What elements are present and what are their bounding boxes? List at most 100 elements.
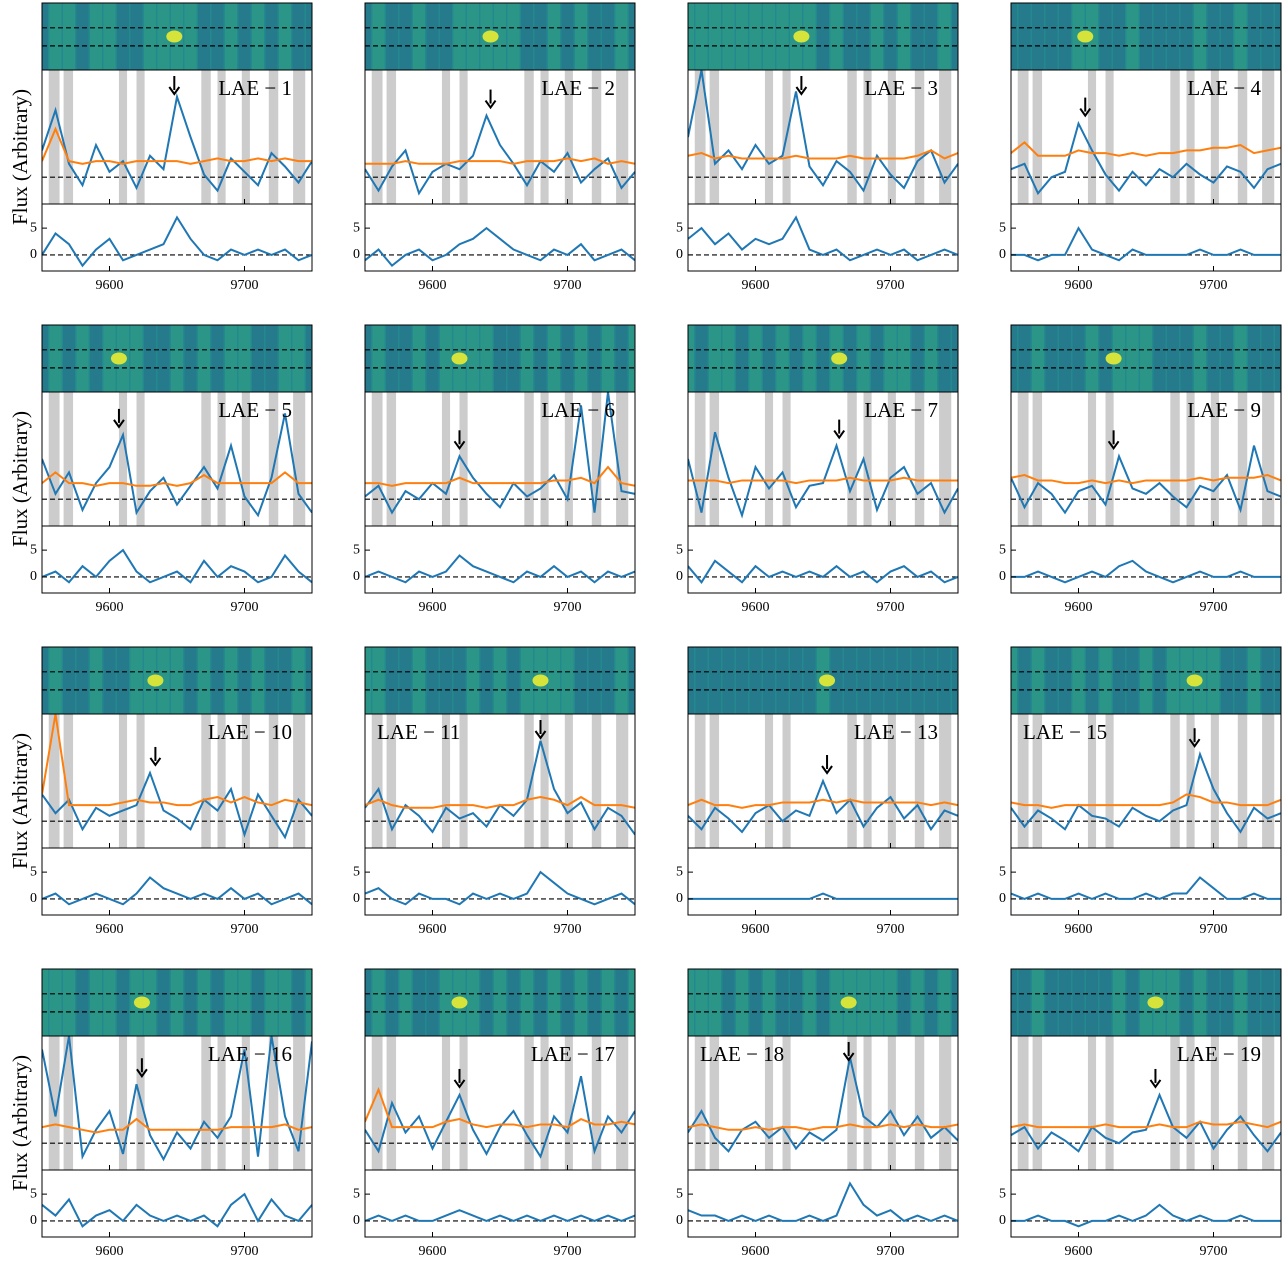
image-column — [858, 647, 870, 714]
image-column — [750, 3, 762, 70]
panel: LAE − 30596009700 — [676, 3, 964, 293]
image-column — [777, 969, 789, 1036]
image-column — [144, 325, 156, 392]
image-column — [521, 647, 533, 714]
object-label: LAE − 6 — [541, 398, 615, 422]
image-column — [1194, 3, 1206, 70]
sky-band — [541, 714, 549, 848]
image-column — [171, 647, 183, 714]
image-column — [171, 325, 183, 392]
image-column — [1181, 325, 1193, 392]
panel: LAE − 170596009700 — [353, 969, 641, 1259]
image-column — [1154, 325, 1166, 392]
image-column — [212, 969, 224, 1036]
object-label: LAE − 2 — [541, 76, 615, 100]
y-tick-label: 5 — [676, 864, 683, 879]
image-column — [212, 3, 224, 70]
image-column — [494, 647, 506, 714]
image-column — [467, 647, 479, 714]
emission-blob — [452, 353, 468, 365]
image-column — [185, 325, 197, 392]
x-tick-label: 9600 — [96, 1244, 124, 1259]
image-column — [1046, 647, 1058, 714]
sky-band — [1018, 70, 1029, 204]
image-column — [508, 647, 520, 714]
image-column — [1019, 969, 1031, 1036]
object-label: LAE − 10 — [208, 720, 292, 744]
image-column — [1235, 647, 1247, 714]
image-column — [239, 3, 251, 70]
panel: LAE − 40596009700 — [999, 3, 1287, 293]
image-column — [198, 325, 210, 392]
image-column — [777, 647, 789, 714]
sky-band — [524, 392, 533, 526]
image-column — [709, 325, 721, 392]
image-column — [1100, 969, 1112, 1036]
image-column — [481, 325, 493, 392]
image-column — [925, 647, 937, 714]
image-column — [763, 325, 775, 392]
x-tick-label: 9700 — [554, 600, 582, 615]
image-column — [440, 647, 452, 714]
image-column — [131, 647, 143, 714]
sky-band — [119, 714, 127, 848]
image-column — [90, 325, 102, 392]
image-column — [777, 325, 789, 392]
image-column — [790, 325, 802, 392]
sky-band — [372, 392, 383, 526]
image-column — [185, 3, 197, 70]
object-label: LAE − 18 — [700, 1042, 784, 1066]
image-column — [1208, 969, 1220, 1036]
image-column — [1235, 325, 1247, 392]
image-column — [939, 325, 951, 392]
image-column — [562, 3, 574, 70]
image-column — [1032, 647, 1044, 714]
image-column — [131, 3, 143, 70]
x-tick-label: 9700 — [1200, 600, 1228, 615]
sky-band — [460, 714, 468, 848]
spectrum-image — [1005, 325, 1287, 392]
image-column — [1059, 325, 1071, 392]
image-column — [1100, 647, 1112, 714]
image-column — [871, 969, 883, 1036]
image-column — [508, 325, 520, 392]
image-column — [1073, 325, 1085, 392]
image-column — [939, 969, 951, 1036]
sky-band — [783, 714, 791, 848]
y-tick-label: 5 — [999, 220, 1006, 235]
snr-line — [1011, 877, 1281, 898]
image-column — [1019, 647, 1031, 714]
image-column — [723, 3, 735, 70]
y-axis-label: Flux (Arbitrary) — [8, 1055, 32, 1191]
image-column — [817, 3, 829, 70]
image-column — [440, 3, 452, 70]
image-column — [440, 325, 452, 392]
sky-band — [939, 70, 951, 204]
image-column — [871, 3, 883, 70]
snr-line — [688, 561, 958, 582]
image-column — [293, 969, 305, 1036]
y-tick-label: 0 — [353, 247, 360, 262]
image-column — [252, 647, 264, 714]
image-column — [77, 3, 89, 70]
sky-band — [1170, 70, 1179, 204]
spectrum-image — [36, 969, 318, 1036]
sky-band — [201, 70, 210, 204]
sky-band — [847, 70, 856, 204]
sky-band — [137, 714, 145, 848]
image-column — [898, 969, 910, 1036]
y-tick-label: 5 — [353, 864, 360, 879]
image-column — [373, 3, 385, 70]
y-tick-label: 0 — [30, 569, 37, 584]
image-column — [400, 969, 412, 1036]
image-column — [440, 969, 452, 1036]
image-column — [1248, 325, 1260, 392]
snr-line — [42, 877, 312, 904]
image-column — [898, 647, 910, 714]
image-column — [185, 647, 197, 714]
x-tick-label: 9600 — [419, 600, 447, 615]
image-column — [1262, 325, 1274, 392]
image-column — [50, 647, 62, 714]
image-column — [50, 325, 62, 392]
image-column — [198, 969, 210, 1036]
